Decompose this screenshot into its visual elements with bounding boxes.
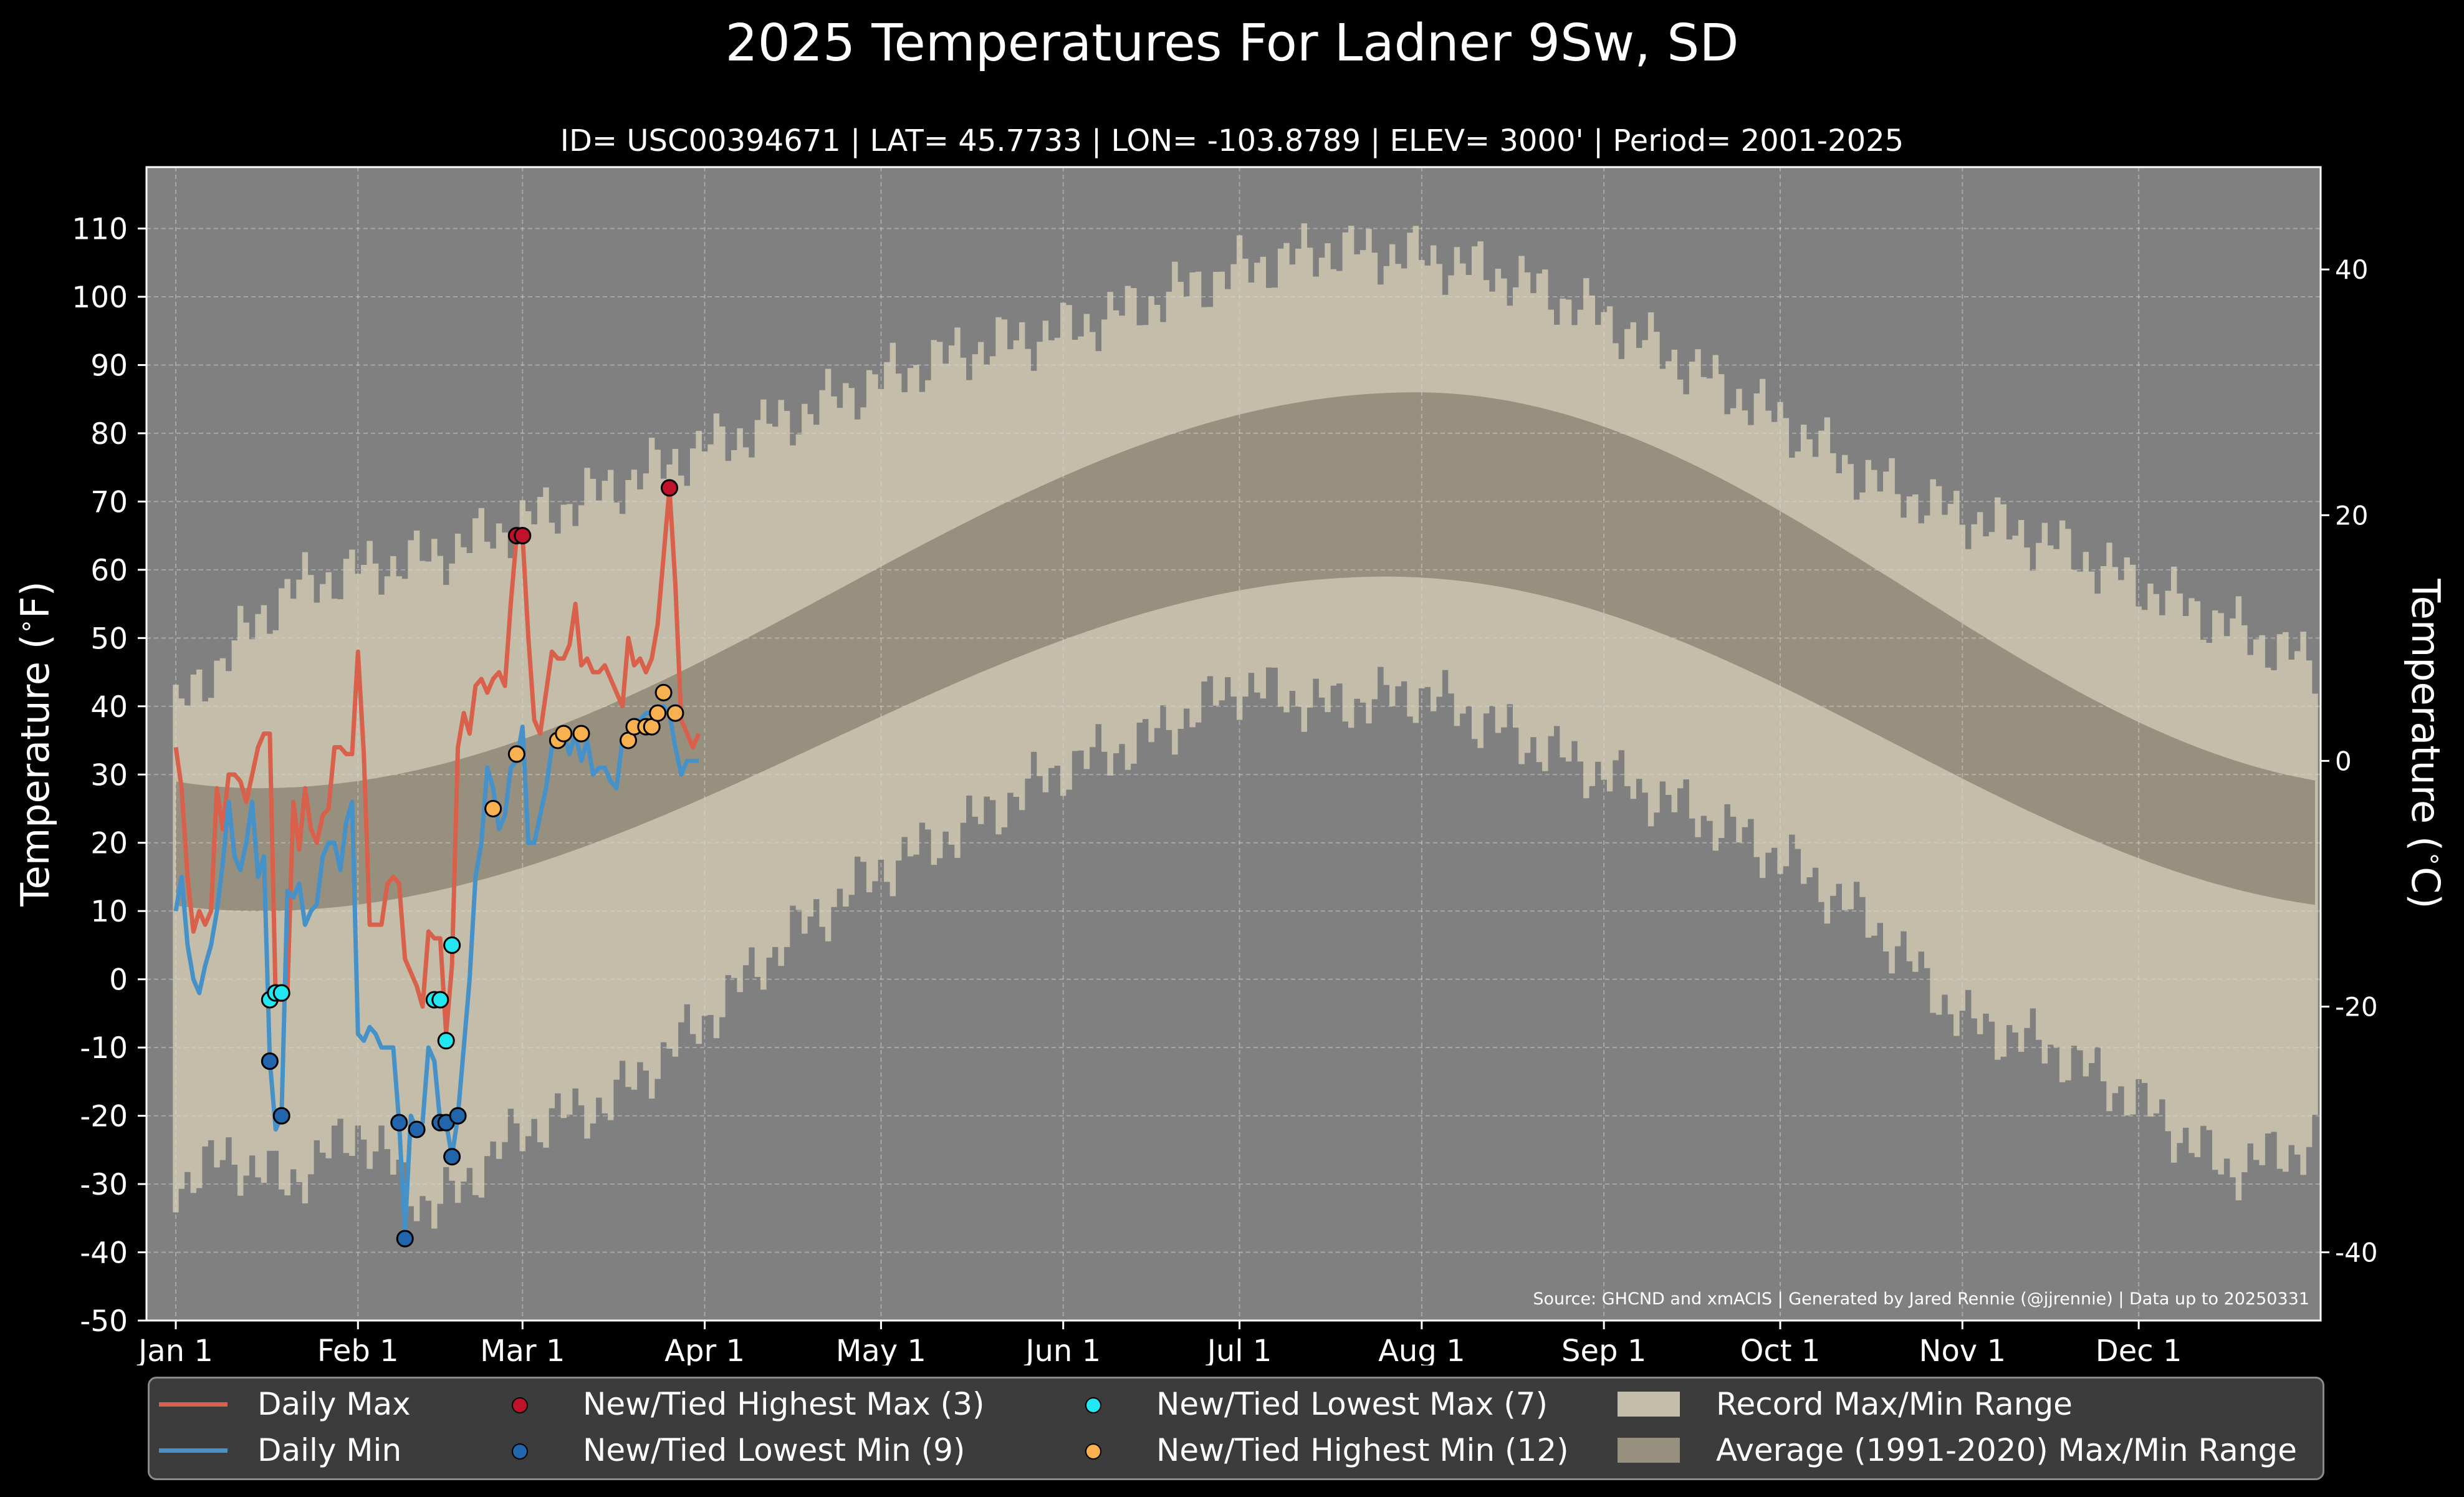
legend: Daily Max Daily Min New/Tied Highest Max (… [148, 1377, 2324, 1480]
marker-new-high-max [661, 479, 678, 497]
marker-new-low-min [449, 1107, 467, 1125]
x-tick-label: Mar 1 [480, 1334, 565, 1365]
marker-new-low-min [408, 1120, 426, 1138]
marker-new-high-min [649, 704, 667, 722]
marker-new-high-max [514, 527, 532, 545]
marker-new-high-min [666, 704, 684, 722]
marker-new-low-max [431, 991, 449, 1009]
marker-new-low-min [272, 1107, 290, 1125]
y-tick-label: -50 [80, 1304, 128, 1339]
legend-swatch [484, 1382, 553, 1426]
marker-new-low-max [437, 1032, 455, 1050]
y-right-tick-label: 40 [2335, 254, 2368, 285]
marker-new-high-min [572, 724, 590, 743]
legend-swatch [159, 1402, 228, 1407]
legend-swatch [484, 1428, 553, 1472]
plot-frame [145, 166, 2322, 1322]
x-tick-label: Feb 1 [317, 1334, 399, 1365]
marker-new-high-min [555, 724, 573, 743]
y-tick-label: 60 [90, 554, 128, 588]
y-tick-label: 70 [90, 485, 128, 519]
legend-label: Average (1991-2020) Max/Min Range [1716, 1432, 2297, 1468]
y-tick-label: 90 [90, 349, 128, 383]
legend-swatch [1058, 1382, 1126, 1426]
legend-swatch [159, 1448, 228, 1453]
y-tick-label: -40 [80, 1236, 128, 1271]
legend-swatch [1058, 1428, 1126, 1472]
y-right-tick-label: 0 [2335, 746, 2352, 776]
legend-label: Daily Max [257, 1386, 411, 1422]
y-right-tick-label: -40 [2335, 1238, 2378, 1268]
record-range-band [173, 223, 2318, 1229]
marker-new-high-min [484, 799, 502, 817]
x-tick-label: Jan 1 [137, 1334, 213, 1365]
legend-label: Daily Min [257, 1432, 402, 1468]
daily-max-line [173, 486, 701, 1036]
source-note: Source: GHCND and xmACIS | Generated by … [1533, 1289, 2309, 1309]
y-tick-label: -20 [80, 1100, 128, 1134]
legend-item: New/Tied Highest Min (12) [1058, 1428, 1569, 1472]
legend-item: Average (1991-2020) Max/Min Range [1618, 1428, 2297, 1472]
marker-new-low-min [396, 1230, 414, 1248]
y-tick-label: 0 [109, 963, 128, 998]
y-tick-label: 110 [72, 213, 128, 247]
chart-subtitle: ID= USC00394671 | LAT= 45.7733 | LON= -1… [560, 123, 1904, 158]
chart-title: 2025 Temperatures For Ladner 9Sw, SD [725, 14, 1739, 73]
y-tick-label: 40 [90, 690, 128, 724]
x-tick-label: Dec 1 [2096, 1334, 2182, 1365]
daily-min-line [173, 704, 699, 1235]
y-tick-label: 80 [90, 417, 128, 451]
legend-item: Daily Min [159, 1428, 401, 1472]
x-tick-label: Jul 1 [1206, 1334, 1272, 1365]
y-right-tick-label: 20 [2335, 500, 2368, 531]
legend-item: New/Tied Lowest Min (9) [484, 1428, 965, 1472]
legend-label: Record Max/Min Range [1716, 1386, 2073, 1422]
legend-label: New/Tied Lowest Min (9) [583, 1432, 966, 1468]
marker-new-low-min [261, 1052, 279, 1071]
legend-item: New/Tied Lowest Max (7) [1058, 1382, 1548, 1426]
y-axis-label-right: Temperature (∘C) [2403, 578, 2449, 908]
y-tick-label: -10 [80, 1031, 128, 1066]
x-tick-label: Apr 1 [664, 1334, 745, 1365]
marker-new-low-min [390, 1114, 408, 1132]
y-tick-label: 30 [90, 758, 128, 792]
legend-label: New/Tied Highest Min (12) [1156, 1432, 1569, 1468]
x-tick-label: Nov 1 [1919, 1334, 2006, 1365]
y-right-tick-label: -20 [2335, 991, 2378, 1022]
legend-swatch [1618, 1438, 1680, 1463]
marker-new-low-max [272, 984, 290, 1002]
legend-item: New/Tied Highest Max (3) [484, 1382, 985, 1426]
y-tick-label: 50 [90, 622, 128, 656]
normal-range-band [176, 392, 2315, 912]
marker-new-low-min [443, 1148, 461, 1166]
y-tick-label: 20 [90, 827, 128, 861]
y-tick-label: -30 [80, 1168, 128, 1202]
legend-label: New/Tied Lowest Max (7) [1156, 1386, 1548, 1422]
y-tick-label: 10 [90, 895, 128, 929]
marker-new-high-min [507, 745, 525, 763]
y-tick-label: 100 [72, 281, 128, 315]
y-axis-label-left: Temperature (∘F) [12, 581, 58, 907]
x-tick-label: Oct 1 [1740, 1334, 1821, 1365]
legend-item: Daily Max [159, 1382, 411, 1426]
legend-label: New/Tied Highest Max (3) [583, 1386, 985, 1422]
x-tick-label: May 1 [836, 1334, 926, 1365]
legend-item: Record Max/Min Range [1618, 1382, 2073, 1426]
x-tick-label: Sep 1 [1561, 1334, 1646, 1365]
marker-new-high-min [654, 683, 673, 701]
legend-swatch [1618, 1392, 1680, 1417]
marker-new-low-max [443, 936, 461, 954]
x-tick-label: Jun 1 [1023, 1334, 1101, 1365]
temperature-chart: -50 -40 -30 -20 -10 0 10 20 30 40 50 60 70 80 90 100 110… [12, 166, 2449, 1365]
x-tick-label: Aug 1 [1378, 1334, 1465, 1365]
